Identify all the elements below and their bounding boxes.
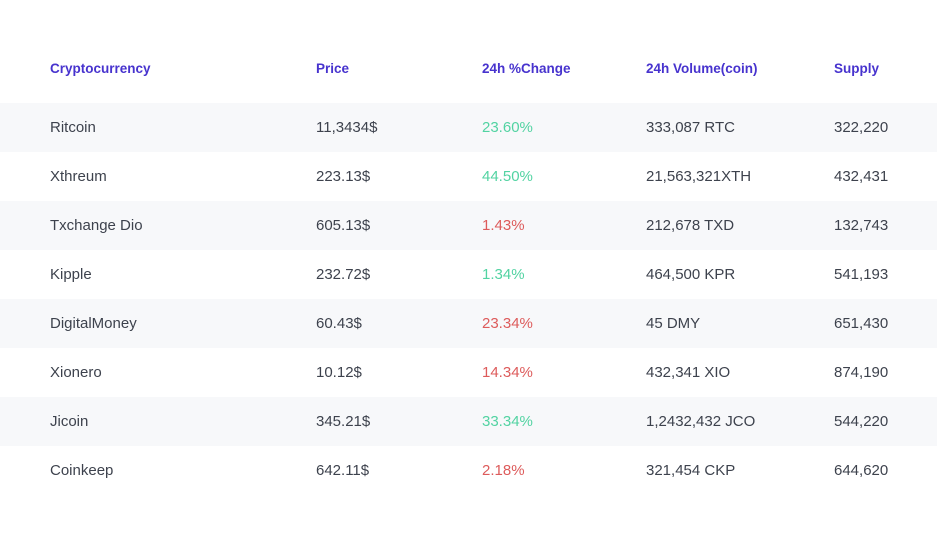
cell-supply: 874,190 [834,364,889,381]
table-row[interactable]: Jicoin 345.21$ 33.34% 1,2432,432 JCO 544… [0,397,937,446]
cell-price: 642.11$ [316,462,370,479]
cell-cryptocurrency: Coinkeep [50,462,114,479]
cell-cryptocurrency: Jicoin [50,413,89,430]
cell-cryptocurrency: Xionero [50,364,102,381]
cell-supply: 651,430 [834,315,889,332]
cell-24h-change: 33.34% [482,413,533,430]
table-row[interactable]: Ritcoin 11,3434$ 23.60% 333,087 RTC 322,… [0,103,937,152]
column-header-supply[interactable]: Supply [834,60,880,76]
cell-24h-change: 23.34% [482,315,533,332]
cell-24h-volume: 321,454 CKP [646,462,736,479]
column-header-24h-change[interactable]: 24h %Change [482,60,571,76]
cell-supply: 322,220 [834,119,889,136]
cell-24h-volume: 212,678 TXD [646,217,735,234]
cell-price: 223.13$ [316,168,371,185]
cell-supply: 132,743 [834,217,889,234]
cell-24h-change: 1.43% [482,217,525,234]
cell-24h-change: 44.50% [482,168,533,185]
table-row[interactable]: Kipple 232.72$ 1.34% 464,500 KPR 541,193 [0,250,937,299]
table-row[interactable]: Xionero 10.12$ 14.34% 432,341 XIO 874,19… [0,348,937,397]
cell-24h-volume: 1,2432,432 JCO [646,413,756,430]
cell-supply: 432,431 [834,168,889,185]
column-header-cryptocurrency[interactable]: Cryptocurrency [50,60,151,76]
column-header-24h-volume[interactable]: 24h Volume(coin) [646,60,758,76]
cell-24h-volume: 432,341 XIO [646,364,731,381]
cell-24h-change: 1.34% [482,266,525,283]
table-header-row: Cryptocurrency Price 24h %Change 24h Vol… [0,0,937,103]
cell-cryptocurrency: Kipple [50,266,92,283]
cell-24h-change: 2.18% [482,462,525,479]
table-row[interactable]: Coinkeep 642.11$ 2.18% 321,454 CKP 644,6… [0,446,937,495]
cell-price: 345.21$ [316,413,371,430]
table-row[interactable]: Xthreum 223.13$ 44.50% 21,563,321XTH 432… [0,152,937,201]
cell-price: 60.43$ [316,315,362,332]
cell-cryptocurrency: Ritcoin [50,119,96,136]
cell-price: 10.12$ [316,364,362,381]
cell-supply: 544,220 [834,413,889,430]
cell-price: 605.13$ [316,217,371,234]
table-body: Ritcoin 11,3434$ 23.60% 333,087 RTC 322,… [0,103,937,495]
crypto-table: Cryptocurrency Price 24h %Change 24h Vol… [0,0,937,495]
cell-24h-volume: 464,500 KPR [646,266,736,283]
cell-supply: 541,193 [834,266,889,283]
cell-24h-volume: 333,087 RTC [646,119,735,136]
cell-24h-volume: 45 DMY [646,315,701,332]
cell-cryptocurrency: Xthreum [50,168,107,185]
cell-price: 232.72$ [316,266,371,283]
cell-24h-change: 14.34% [482,364,533,381]
table-row[interactable]: DigitalMoney 60.43$ 23.34% 45 DMY 651,43… [0,299,937,348]
cell-cryptocurrency: DigitalMoney [50,315,137,332]
cell-24h-change: 23.60% [482,119,533,136]
cell-supply: 644,620 [834,462,889,479]
table-row[interactable]: Txchange Dio 605.13$ 1.43% 212,678 TXD 1… [0,201,937,250]
column-header-price[interactable]: Price [316,60,350,76]
cell-cryptocurrency: Txchange Dio [50,217,143,234]
cell-price: 11,3434$ [316,119,378,136]
cell-24h-volume: 21,563,321XTH [646,168,752,185]
